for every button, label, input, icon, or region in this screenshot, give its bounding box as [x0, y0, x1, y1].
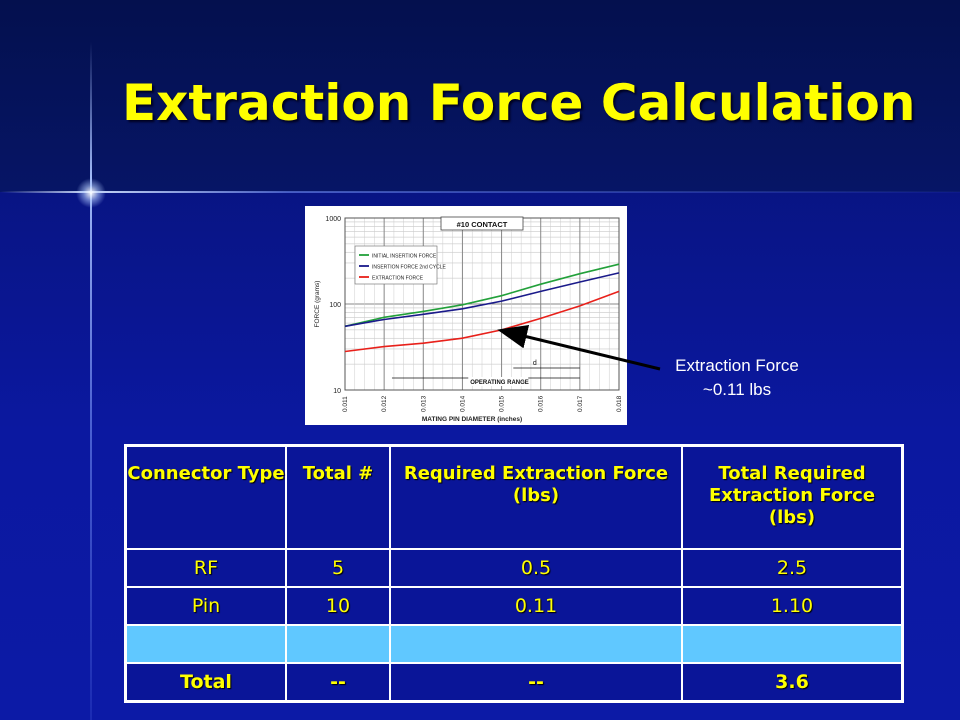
cell-type: Pin	[124, 586, 287, 626]
legend-label: INITIAL INSERTION FORCE	[372, 254, 437, 260]
cell-count	[285, 624, 391, 664]
total-count: --	[285, 662, 391, 703]
y-axis-label: FORCE (grams)	[314, 281, 321, 328]
horizontal-accent-line	[0, 191, 960, 193]
cell-force: 0.5	[389, 548, 683, 588]
total-force: --	[389, 662, 683, 703]
cell-force	[389, 624, 683, 664]
total-required-force: 3.6	[681, 662, 904, 703]
series-line	[344, 263, 620, 328]
series-line	[344, 272, 620, 328]
callout-line-1: Extraction Force	[675, 356, 799, 375]
x-tick-label: 0.011	[342, 396, 349, 412]
x-axis-label: MATING PIN DIAMETER (inches)	[422, 416, 522, 423]
x-tick-label: 0.016	[538, 395, 545, 412]
cell-type: RF	[124, 548, 287, 588]
annotation-operating-range: OPERATING RANGE	[470, 380, 529, 386]
x-tick-label: 0.014	[459, 395, 466, 412]
lens-flare	[76, 178, 106, 208]
cell-type	[124, 624, 287, 664]
chart-title: #10 CONTACT	[457, 220, 508, 229]
cell-force: 0.11	[389, 586, 683, 626]
x-tick-label: 0.015	[499, 395, 506, 412]
extraction-force-callout: Extraction Force ~0.11 lbs	[652, 354, 822, 402]
cell-count: 5	[285, 548, 391, 588]
header-required-force: Required Extraction Force (lbs)	[389, 444, 683, 550]
chart-title-box	[440, 216, 524, 231]
x-tick-label: 0.018	[616, 395, 623, 412]
force-chart: 1000 100 10 0.011 0.012 0.013 0.014 0.015 0.016 0…	[305, 206, 627, 425]
slide-title: Extraction Force Calculation	[122, 74, 916, 132]
y-tick-label: 100	[329, 302, 341, 309]
series-line	[344, 290, 620, 353]
x-tick-label: 0.013	[420, 395, 427, 412]
extraction-force-table: Connector Type Total # Required Extracti…	[124, 444, 904, 703]
table-row: Pin 10 0.11 1.10	[124, 586, 904, 626]
y-tick-label: 1000	[325, 216, 341, 223]
force-chart-svg: 1000 100 100.011 0.012 0.013 0.014 0.015 0.016 0…	[314, 216, 623, 423]
callout-line-2: ~0.11 lbs	[702, 380, 772, 399]
operating-range-label-bg	[468, 377, 529, 386]
table-row-empty	[124, 624, 904, 664]
table-header-row: Connector Type Total # Required Extracti…	[124, 444, 904, 550]
x-tick-label: 0.017	[577, 395, 584, 412]
table-row: RF 5 0.5 2.5	[124, 548, 904, 588]
legend-label: EXTRACTION FORCE	[372, 276, 424, 282]
header-total-count: Total #	[285, 444, 391, 550]
cell-total-force	[681, 624, 904, 664]
header-connector-type: Connector Type	[124, 444, 287, 550]
legend-label: INSERTION FORCE 2nd CYCLE	[372, 265, 446, 271]
y-tick-label: 10	[333, 388, 341, 395]
x-tick-label: 0.012	[381, 395, 388, 412]
header-total-required-force: Total Required Extraction Force (lbs)	[681, 444, 904, 550]
total-label: Total	[124, 662, 287, 703]
vertical-accent-line	[90, 42, 92, 720]
cell-count: 10	[285, 586, 391, 626]
table-total-row: Total -- -- 3.6	[124, 662, 904, 703]
cell-total-force: 1.10	[681, 586, 904, 626]
cell-total-force: 2.5	[681, 548, 904, 588]
title-band	[0, 0, 960, 192]
annotation-d: d	[533, 360, 537, 367]
